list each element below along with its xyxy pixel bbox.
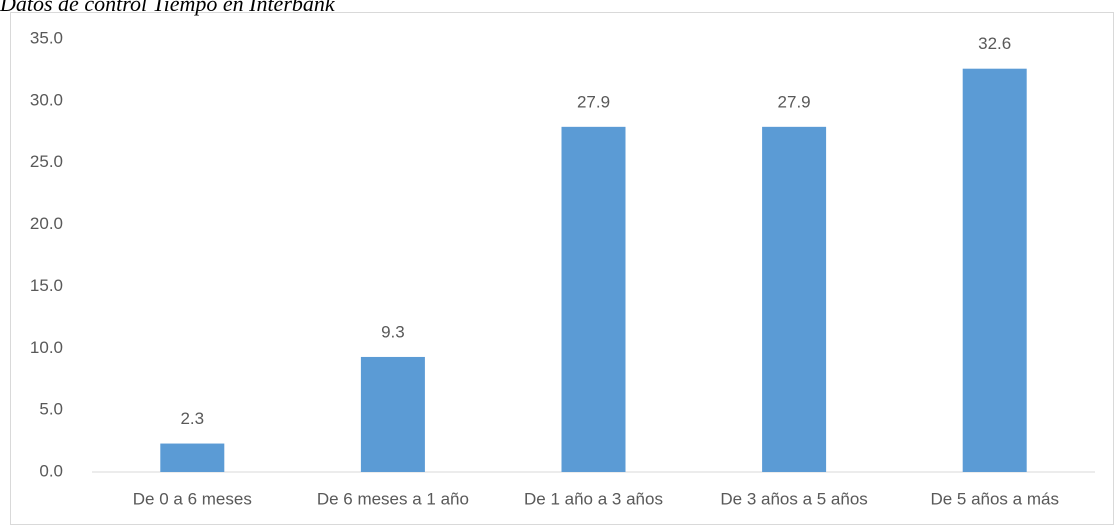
x-tick-label: De 5 años a más: [930, 489, 1059, 508]
data-label: 27.9: [577, 92, 610, 111]
bar: [762, 126, 827, 472]
x-tick-label: De 3 años a 5 años: [720, 489, 867, 508]
x-tick-label: De 6 meses a 1 año: [317, 489, 469, 508]
y-tick-label: 10.0: [30, 338, 63, 357]
data-label: 32.6: [978, 34, 1011, 53]
chart-title: Datos de control Tiempo en Interbank: [0, 0, 336, 16]
y-tick-label: 15.0: [30, 276, 63, 295]
data-label: 9.3: [381, 322, 405, 341]
bar: [360, 356, 425, 472]
y-tick-label: 35.0: [30, 28, 63, 47]
x-tick-label: De 0 a 6 meses: [133, 489, 252, 508]
data-label: 2.3: [180, 409, 204, 428]
y-tick-label: 20.0: [30, 214, 63, 233]
bar: [962, 68, 1027, 472]
chart-border: [10, 12, 1114, 525]
y-tick-label: 5.0: [39, 400, 63, 419]
x-tick-label: De 1 año a 3 años: [524, 489, 663, 508]
bar: [561, 126, 626, 472]
y-tick-label: 25.0: [30, 152, 63, 171]
bar: [160, 443, 225, 472]
data-label: 27.9: [778, 92, 811, 111]
y-tick-label: 30.0: [30, 90, 63, 109]
y-tick-label: 0.0: [39, 461, 63, 480]
